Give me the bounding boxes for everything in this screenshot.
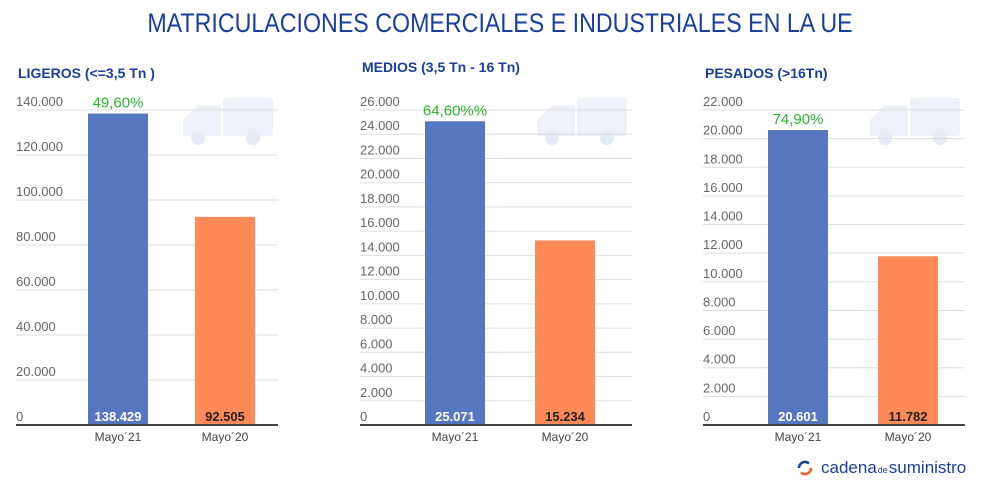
y-tick-label: 24.000 [360, 118, 400, 133]
y-tick-label: 18.000 [360, 191, 400, 206]
y-tick-label: 20.000 [360, 167, 400, 182]
y-tick-label: 10.000 [360, 288, 400, 303]
bar-Mayo´20 [195, 216, 255, 425]
y-tick-label: 20.000 [703, 123, 743, 138]
y-tick-label: 60.000 [16, 274, 56, 289]
x-tick-label: Mayo´21 [95, 430, 142, 444]
y-tick-label: 26.000 [360, 94, 400, 109]
y-tick-label: 8.000 [360, 312, 393, 327]
y-tick-label: 18.000 [703, 151, 743, 166]
bar-value-label: 15.234 [545, 409, 586, 424]
bar-value-label: 25.071 [435, 409, 475, 424]
bar-Mayo´20 [878, 256, 938, 425]
growth-annotation: 64,60%% [423, 102, 487, 119]
y-tick-label: 140.000 [16, 94, 63, 109]
page-title: MATRICULACIONES COMERCIALES E INDUSTRIAL… [147, 8, 853, 38]
refresh-logo-icon [797, 460, 813, 476]
logo: cadena de suministro [795, 458, 966, 478]
van-icon [183, 98, 273, 145]
bar-value-label: 92.505 [205, 409, 245, 424]
bar-Mayo´20 [535, 240, 595, 425]
logo-text: de [877, 465, 888, 475]
y-tick-label: 14.000 [360, 239, 400, 254]
y-tick-label: 22.000 [360, 142, 400, 157]
semi-truck-icon [870, 98, 960, 145]
y-tick-label: 80.000 [16, 229, 56, 244]
y-tick-label: 10.000 [703, 266, 743, 281]
y-tick-label: 22.000 [703, 94, 743, 109]
chart-1: LIGEROS (<=3,5 Tn ) 0 20.000 40.000 60.000 80… [16, 65, 278, 444]
y-tick-label: 40.000 [16, 319, 56, 334]
y-tick-label: 0 [16, 409, 23, 424]
y-tick-label: 12.000 [360, 264, 400, 279]
chart-title: LIGEROS (<=3,5 Tn ) [18, 65, 155, 81]
chart-title: MEDIOS (3,5 Tn - 16 Tn) [362, 59, 520, 75]
y-tick-label: 2.000 [360, 385, 393, 400]
y-tick-label: 14.000 [703, 209, 743, 224]
chart-3: PESADOS (>16Tn) 0 2.000 4.000 6.000 8.000 10.0… [703, 65, 965, 444]
bar-Mayo´21 [768, 130, 828, 426]
growth-annotation: 49,60% [93, 95, 144, 112]
y-tick-label: 12.000 [703, 237, 743, 252]
growth-annotation: 74,90% [773, 111, 824, 128]
logo-text: suministro [888, 458, 967, 477]
y-tick-label: 6.000 [703, 323, 736, 338]
chart-2: MEDIOS (3,5 Tn - 16 Tn) 0 2.000 4.000 6.000 8… [360, 59, 632, 444]
x-tick-label: Mayo´20 [542, 430, 589, 444]
y-tick-label: 20.000 [16, 364, 56, 379]
chart-title: PESADOS (>16Tn) [705, 65, 828, 81]
bar-Mayo´21 [88, 113, 148, 425]
bar-Mayo´21 [425, 121, 485, 426]
x-tick-label: Mayo´21 [432, 430, 479, 444]
truck-icon [537, 98, 627, 145]
y-tick-label: 4.000 [703, 352, 736, 367]
y-tick-label: 16.000 [703, 180, 743, 195]
x-tick-label: Mayo´20 [202, 430, 249, 444]
x-tick-label: Mayo´20 [885, 430, 932, 444]
bar-value-label: 138.429 [95, 409, 142, 424]
y-tick-label: 0 [360, 409, 367, 424]
y-tick-label: 8.000 [703, 294, 736, 309]
y-tick-label: 120.000 [16, 139, 63, 154]
y-tick-label: 100.000 [16, 184, 63, 199]
y-tick-label: 6.000 [360, 336, 393, 351]
y-tick-label: 0 [703, 409, 710, 424]
y-tick-label: 4.000 [360, 361, 393, 376]
logo-text: cadena [821, 458, 877, 477]
bar-value-label: 11.782 [888, 409, 927, 424]
y-tick-label: 2.000 [703, 380, 736, 395]
bar-value-label: 20.601 [778, 409, 818, 424]
x-tick-label: Mayo´21 [775, 430, 822, 444]
y-tick-label: 16.000 [360, 215, 400, 230]
